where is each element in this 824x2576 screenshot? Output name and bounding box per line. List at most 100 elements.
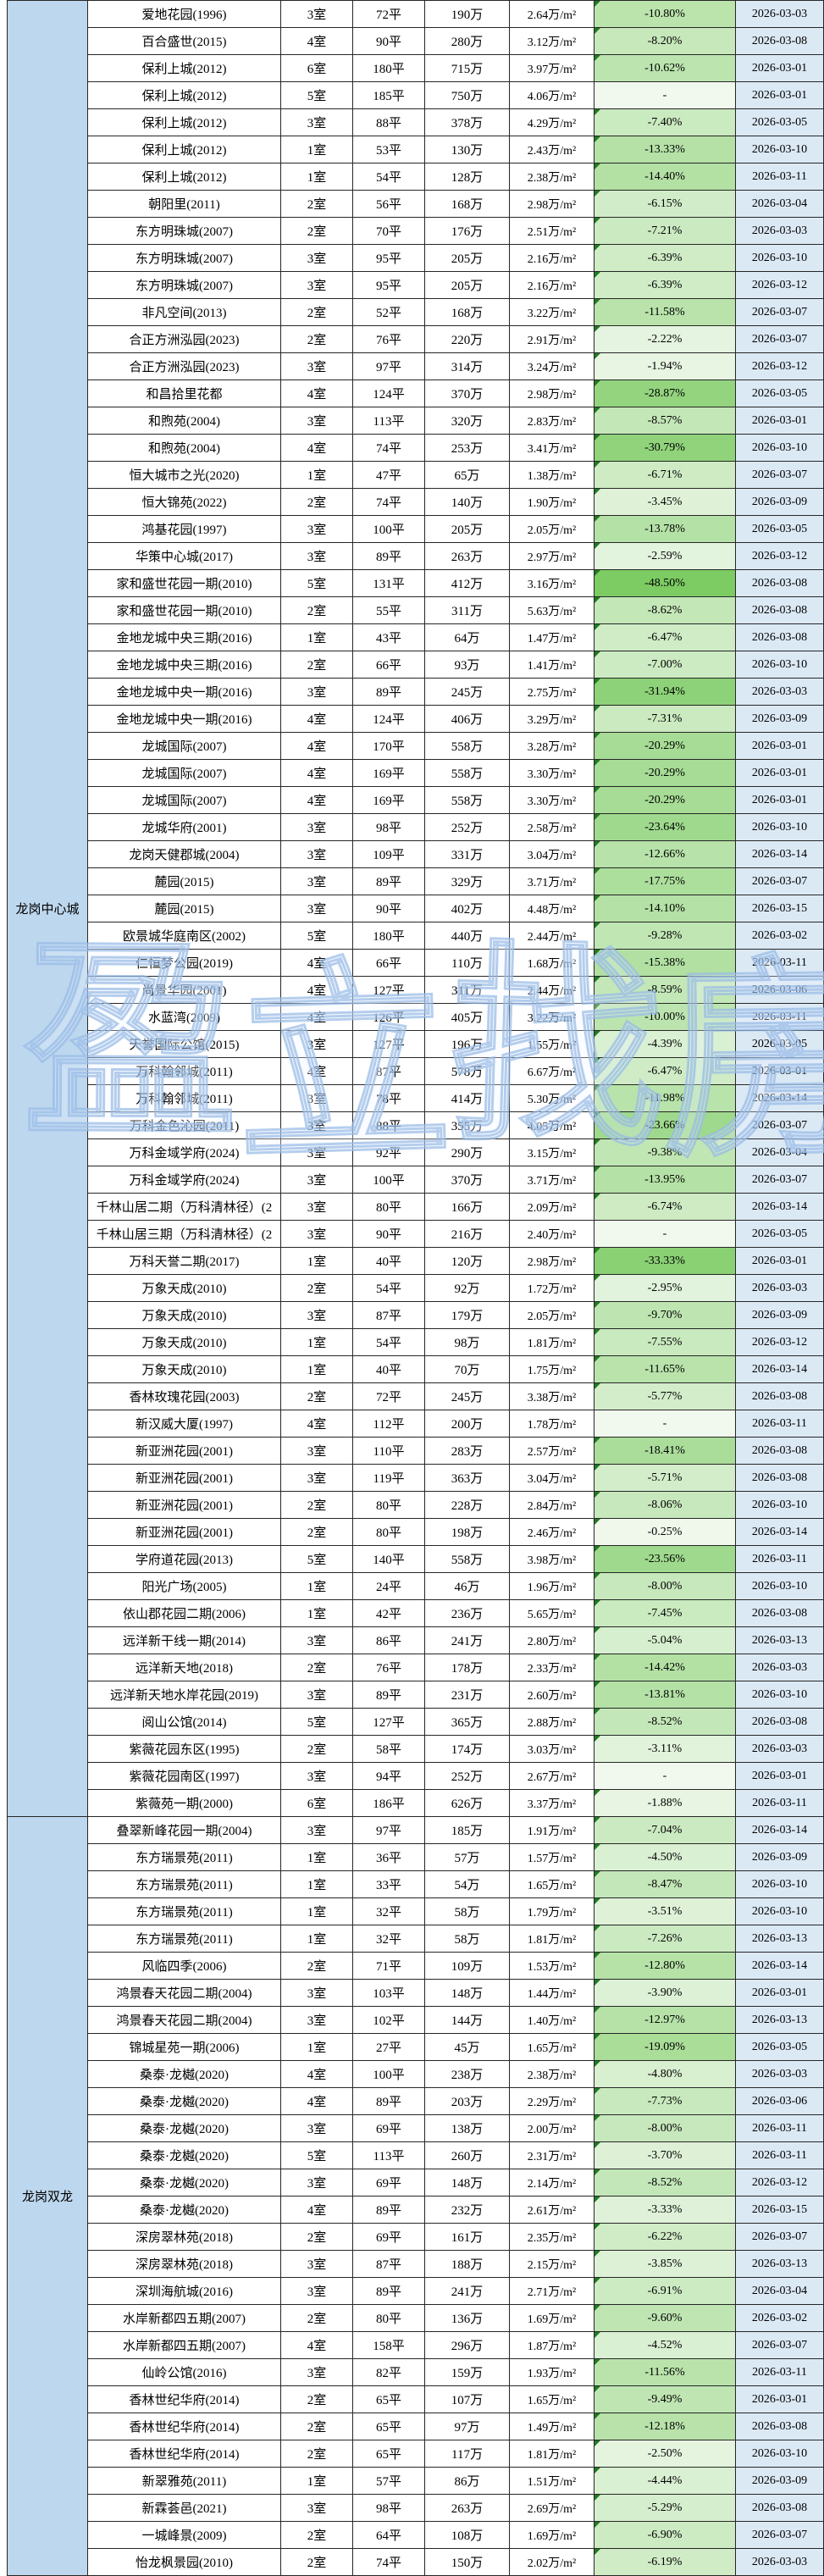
- cell-community-name[interactable]: 香林玫瑰花园(2003): [88, 1383, 281, 1410]
- cell-community-name[interactable]: 金地龙城中央三期(2016): [88, 624, 281, 651]
- cell-rooms[interactable]: 2室: [281, 2522, 353, 2549]
- cell-unit-price[interactable]: 2.38万/m²: [510, 2061, 594, 2088]
- cell-community-name[interactable]: 东方瑞景苑(2011): [88, 1844, 281, 1871]
- cell-listing-date[interactable]: 2026-03-11: [736, 163, 824, 191]
- cell-area[interactable]: 69平: [353, 2115, 425, 2142]
- cell-community-name[interactable]: 阳光广场(2005): [88, 1573, 281, 1600]
- cell-unit-price[interactable]: 2.43万/m²: [510, 136, 594, 163]
- cell-community-name[interactable]: 万象天成(2010): [88, 1302, 281, 1329]
- cell-rooms[interactable]: 3室: [281, 1085, 353, 1112]
- cell-unit-price[interactable]: 2.14万/m²: [510, 2169, 594, 2197]
- cell-total-price[interactable]: 238万: [425, 2061, 510, 2088]
- cell-listing-date[interactable]: 2026-03-03: [736, 1275, 824, 1302]
- cell-rooms[interactable]: 2室: [281, 2413, 353, 2440]
- region-label[interactable]: 龙岗中心城: [8, 1, 88, 1817]
- cell-community-name[interactable]: 万科天誉二期(2017): [88, 1248, 281, 1275]
- cell-rooms[interactable]: 3室: [281, 272, 353, 299]
- cell-price-change[interactable]: -4.39%: [594, 1031, 736, 1058]
- cell-listing-date[interactable]: 2026-03-14: [736, 1817, 824, 1844]
- cell-unit-price[interactable]: 3.38万/m²: [510, 1383, 594, 1410]
- cell-unit-price[interactable]: 4.29万/m²: [510, 109, 594, 136]
- cell-listing-date[interactable]: 2026-03-03: [736, 1654, 824, 1681]
- cell-area[interactable]: 72平: [353, 1, 425, 28]
- cell-listing-date[interactable]: 2026-03-01: [736, 2386, 824, 2413]
- cell-listing-date[interactable]: 2026-03-10: [736, 1871, 824, 1898]
- cell-unit-price[interactable]: 1.75万/m²: [510, 1356, 594, 1383]
- cell-total-price[interactable]: 314万: [425, 353, 510, 380]
- cell-rooms[interactable]: 2室: [281, 2305, 353, 2332]
- cell-total-price[interactable]: 203万: [425, 2088, 510, 2115]
- cell-area[interactable]: 57平: [353, 2468, 425, 2495]
- cell-area[interactable]: 64平: [353, 2522, 425, 2549]
- cell-price-change[interactable]: -8.06%: [594, 1492, 736, 1519]
- cell-total-price[interactable]: 185万: [425, 1817, 510, 1844]
- cell-area[interactable]: 52平: [353, 299, 425, 326]
- cell-community-name[interactable]: 万科金域学府(2024): [88, 1166, 281, 1194]
- cell-rooms[interactable]: 4室: [281, 977, 353, 1004]
- cell-unit-price[interactable]: 3.29万/m²: [510, 706, 594, 733]
- cell-price-change[interactable]: -6.91%: [594, 2278, 736, 2305]
- cell-rooms[interactable]: 1室: [281, 1871, 353, 1898]
- cell-total-price[interactable]: 245万: [425, 1383, 510, 1410]
- cell-community-name[interactable]: 风临四季(2006): [88, 1953, 281, 1980]
- cell-listing-date[interactable]: 2026-03-10: [736, 1681, 824, 1709]
- cell-area[interactable]: 98平: [353, 2495, 425, 2522]
- cell-total-price[interactable]: 107万: [425, 2386, 510, 2413]
- cell-rooms[interactable]: 4室: [281, 787, 353, 814]
- cell-community-name[interactable]: 万科金色沁园(2011): [88, 1112, 281, 1139]
- cell-listing-date[interactable]: 2026-03-07: [736, 2224, 824, 2251]
- cell-rooms[interactable]: 3室: [281, 2495, 353, 2522]
- cell-area[interactable]: 78平: [353, 1085, 425, 1112]
- cell-rooms[interactable]: 3室: [281, 1817, 353, 1844]
- cell-area[interactable]: 127平: [353, 1709, 425, 1736]
- cell-area[interactable]: 80平: [353, 2305, 425, 2332]
- cell-listing-date[interactable]: 2026-03-10: [736, 814, 824, 841]
- cell-area[interactable]: 87平: [353, 2251, 425, 2278]
- cell-price-change[interactable]: -4.50%: [594, 1844, 736, 1871]
- cell-total-price[interactable]: 378万: [425, 109, 510, 136]
- cell-total-price[interactable]: 70万: [425, 1356, 510, 1383]
- cell-listing-date[interactable]: 2026-03-01: [736, 407, 824, 435]
- cell-unit-price[interactable]: 3.22万/m²: [510, 1004, 594, 1031]
- cell-listing-date[interactable]: 2026-03-11: [736, 2359, 824, 2386]
- cell-area[interactable]: 58平: [353, 1736, 425, 1763]
- cell-total-price[interactable]: 402万: [425, 895, 510, 922]
- cell-area[interactable]: 95平: [353, 245, 425, 272]
- cell-unit-price[interactable]: 1.49万/m²: [510, 2413, 594, 2440]
- cell-community-name[interactable]: 深房翠林苑(2018): [88, 2224, 281, 2251]
- cell-listing-date[interactable]: 2026-03-07: [736, 326, 824, 353]
- cell-listing-date[interactable]: 2026-03-08: [736, 1709, 824, 1736]
- cell-rooms[interactable]: 4室: [281, 1410, 353, 1438]
- cell-area[interactable]: 74平: [353, 489, 425, 516]
- cell-total-price[interactable]: 45万: [425, 2034, 510, 2061]
- cell-listing-date[interactable]: 2026-03-13: [736, 2251, 824, 2278]
- cell-listing-date[interactable]: 2026-03-02: [736, 2305, 824, 2332]
- cell-rooms[interactable]: 4室: [281, 760, 353, 787]
- cell-total-price[interactable]: 144万: [425, 2007, 510, 2034]
- cell-listing-date[interactable]: 2026-03-07: [736, 1112, 824, 1139]
- cell-area[interactable]: 113平: [353, 2142, 425, 2169]
- cell-area[interactable]: 89平: [353, 543, 425, 570]
- cell-area[interactable]: 80平: [353, 1492, 425, 1519]
- cell-unit-price[interactable]: 2.97万/m²: [510, 543, 594, 570]
- cell-area[interactable]: 32平: [353, 1925, 425, 1953]
- cell-area[interactable]: 158平: [353, 2332, 425, 2359]
- cell-area[interactable]: 66平: [353, 651, 425, 679]
- cell-price-change[interactable]: -6.74%: [594, 1194, 736, 1221]
- cell-price-change[interactable]: -6.15%: [594, 191, 736, 218]
- cell-community-name[interactable]: 天誉国际公馆(2015): [88, 1031, 281, 1058]
- cell-unit-price[interactable]: 2.98万/m²: [510, 1248, 594, 1275]
- cell-community-name[interactable]: 千林山居二期（万科清林径）(2: [88, 1194, 281, 1221]
- region-label[interactable]: 龙岗双龙: [8, 1817, 88, 2576]
- cell-listing-date[interactable]: 2026-03-01: [736, 1980, 824, 2007]
- cell-area[interactable]: 70平: [353, 218, 425, 245]
- cell-community-name[interactable]: 金地龙城中央一期(2016): [88, 706, 281, 733]
- cell-unit-price[interactable]: 1.81万/m²: [510, 1329, 594, 1356]
- cell-price-change[interactable]: -9.38%: [594, 1139, 736, 1166]
- cell-listing-date[interactable]: 2026-03-14: [736, 1953, 824, 1980]
- cell-price-change[interactable]: -0.25%: [594, 1519, 736, 1546]
- cell-total-price[interactable]: 263万: [425, 2495, 510, 2522]
- cell-price-change[interactable]: -3.33%: [594, 2197, 736, 2224]
- cell-unit-price[interactable]: 1.41万/m²: [510, 651, 594, 679]
- cell-community-name[interactable]: 桑泰·龙樾(2020): [88, 2088, 281, 2115]
